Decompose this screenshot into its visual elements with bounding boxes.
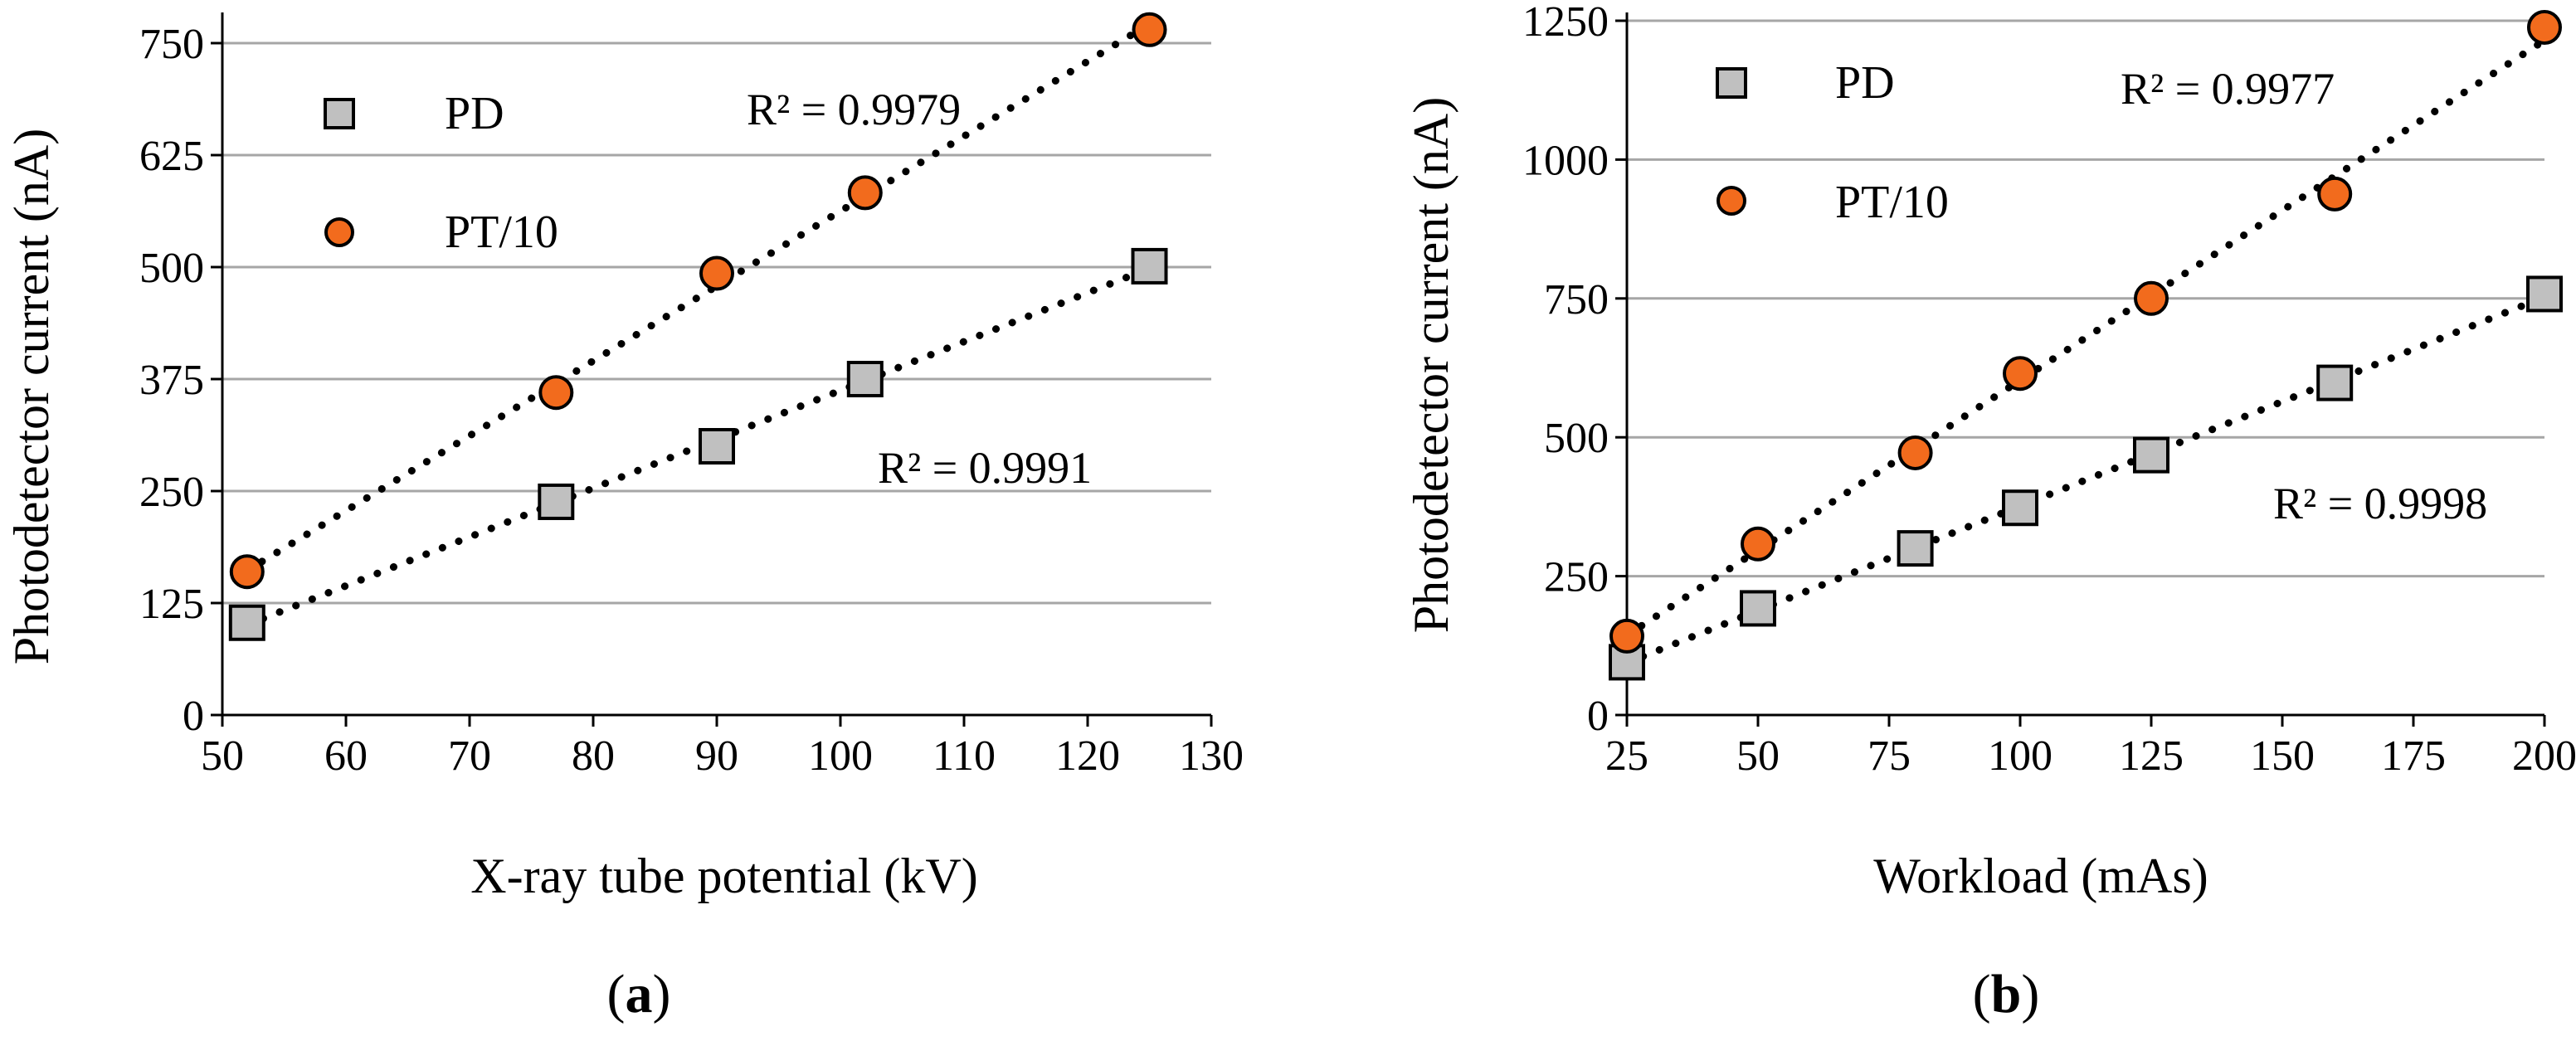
- panel-a-data-points: [228, 12, 1168, 641]
- panel-a-legend-pt-label: PT/10: [445, 207, 558, 258]
- panel-a-axes: [211, 12, 1213, 727]
- y-tick-label: 0: [1587, 693, 1609, 740]
- trendline-pd: [243, 265, 1153, 629]
- panel-a-r2-pd: R² = 0.9991: [878, 443, 1092, 493]
- x-tick-label: 75: [1867, 732, 1911, 780]
- data-point-pd: [699, 428, 735, 465]
- panel-a-y-axis-label: Photodetector current (nA): [4, 129, 59, 664]
- x-tick-label: 60: [324, 732, 368, 780]
- panel-b-axes: [1615, 12, 2546, 727]
- panel-a-r2-pt: R² = 0.9979: [747, 85, 961, 134]
- y-tick-label: 0: [183, 693, 204, 740]
- panel-a-gridlines: [222, 41, 1211, 605]
- y-tick-label: 250: [1544, 554, 1609, 601]
- data-point-pd: [2133, 436, 2169, 474]
- panel-b-label: (b): [1973, 964, 2040, 1024]
- y-tick-label: 500: [139, 245, 204, 292]
- panel-a-chart: 0 125 250 375 500 625 750 50 60 70 80 90 100 110 120 1…: [4, 12, 1244, 1024]
- panel-a-x-tick-labels: 50 60 70 80 90 100 110 120 130: [201, 732, 1244, 780]
- trendline-pt: [1623, 36, 2549, 640]
- trendline-pt: [243, 20, 1153, 575]
- panel-a-legend-pt-marker: [324, 217, 354, 247]
- data-point-pt: [847, 175, 883, 211]
- panel-a-y-tick-labels: 0 125 250 375 500 625 750: [139, 21, 204, 740]
- x-tick-label: 200: [2512, 732, 2576, 780]
- panel-a-label: (a): [607, 964, 671, 1024]
- panel-b-legend-pt-label: PT/10: [1835, 177, 1949, 228]
- y-tick-label: 375: [139, 357, 204, 404]
- panel-a-legend-pd-marker: [324, 98, 355, 129]
- x-tick-label: 100: [808, 732, 873, 780]
- x-tick-label: 90: [695, 732, 738, 780]
- data-point-pd: [2002, 489, 2038, 527]
- x-tick-label: 125: [2119, 732, 2184, 780]
- panel-b-r2-pt: R² = 0.9977: [2121, 64, 2335, 114]
- panel-b-gridlines: [1627, 19, 2544, 578]
- x-tick-label: 100: [1988, 732, 2053, 780]
- data-point-pt: [1741, 526, 1775, 562]
- data-point-pt: [538, 375, 574, 411]
- data-point-pt: [1897, 435, 1933, 470]
- panel-b-trendlines: [1623, 36, 2549, 667]
- y-tick-label: 1250: [1522, 0, 1609, 46]
- data-point-pd: [2316, 364, 2354, 401]
- y-tick-label: 750: [1544, 276, 1609, 323]
- y-tick-label: 250: [139, 469, 204, 516]
- x-tick-label: 80: [572, 732, 615, 780]
- y-tick-label: 125: [139, 581, 204, 628]
- y-tick-label: 625: [139, 133, 204, 180]
- data-point-pt: [1609, 618, 1644, 654]
- x-tick-label: 175: [2381, 732, 2446, 780]
- x-tick-label: 50: [1736, 732, 1780, 780]
- data-point-pt: [2003, 356, 2038, 392]
- panel-a-legend: PD PT/10: [324, 88, 558, 258]
- panel-b-y-tick-labels: 0 250 500 750 1000 1250: [1522, 0, 1609, 740]
- data-point-pd: [1740, 590, 1776, 627]
- x-tick-label: 25: [1605, 732, 1648, 780]
- panel-b-chart: 0 250 500 750 1000 1250 25 50 75 100 125 150 175 200…: [1404, 0, 2576, 1024]
- x-tick-label: 110: [933, 732, 996, 780]
- data-point-pd: [228, 604, 265, 641]
- y-tick-label: 1000: [1522, 137, 1609, 184]
- y-tick-label: 500: [1544, 415, 1609, 462]
- data-point-pt: [2527, 10, 2562, 46]
- panel-b-x-axis-label: Workload (mAs): [1873, 849, 2208, 903]
- data-point-pd: [846, 361, 884, 397]
- x-tick-label: 130: [1179, 732, 1244, 780]
- panel-b-legend-pd-label: PD: [1835, 57, 1895, 109]
- data-point-pt: [2317, 176, 2353, 212]
- x-tick-label: 50: [201, 732, 244, 780]
- data-point-pd: [2526, 275, 2563, 313]
- data-point-pt: [699, 255, 734, 291]
- data-point-pt: [229, 554, 265, 590]
- data-point-pd: [538, 483, 575, 520]
- data-point-pt: [1132, 12, 1167, 47]
- data-point-pd: [1897, 530, 1934, 567]
- x-tick-label: 150: [2250, 732, 2315, 780]
- data-point-pd: [1131, 247, 1168, 285]
- x-tick-label: 70: [448, 732, 491, 780]
- panel-a-x-axis-label: X-ray tube potential (kV): [470, 849, 977, 903]
- panel-b-legend: PD PT/10: [1716, 57, 1949, 228]
- panel-b-legend-pt-marker: [1717, 186, 1746, 216]
- panel-b-y-axis-label: Photodetector current (nA): [1404, 97, 1458, 633]
- trendline-pd: [1623, 293, 2549, 667]
- panel-a-trendlines: [243, 20, 1153, 629]
- panel-b-legend-pd-marker: [1716, 67, 1747, 99]
- panel-b-x-tick-labels: 25 50 75 100 125 150 175 200: [1605, 732, 2576, 780]
- panel-a-legend-pd-label: PD: [445, 88, 504, 139]
- x-tick-label: 120: [1055, 732, 1120, 780]
- panel-b-data-points: [1609, 10, 2563, 681]
- data-point-pt: [2134, 280, 2169, 316]
- y-tick-label: 750: [139, 21, 204, 68]
- panel-b-r2-pd: R² = 0.9998: [2273, 479, 2487, 528]
